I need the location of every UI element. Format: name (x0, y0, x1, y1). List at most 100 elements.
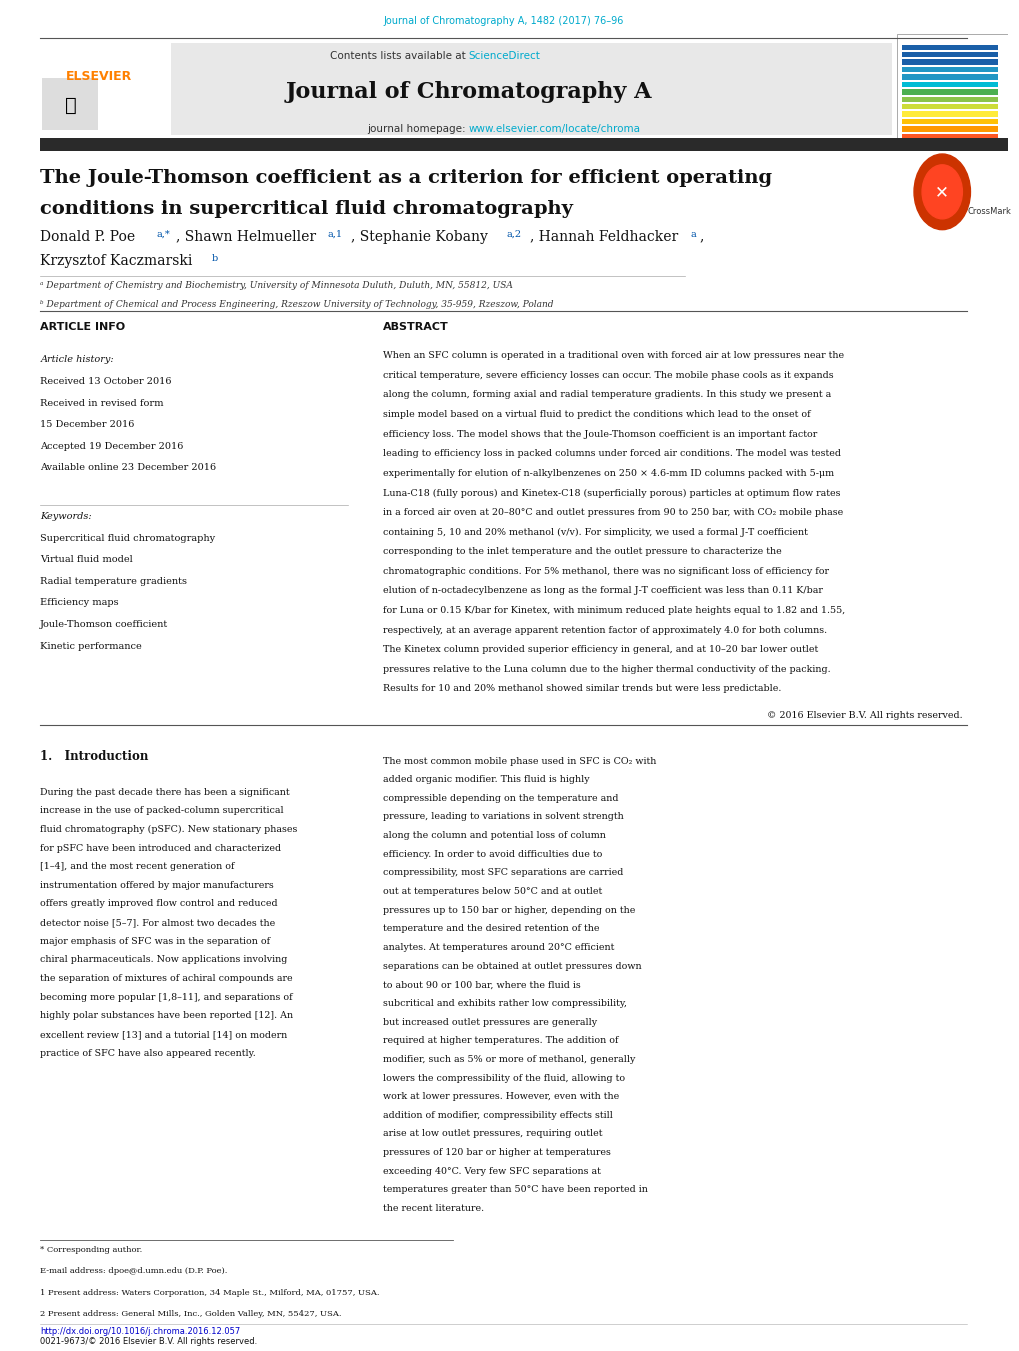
Text: Keywords:: Keywords: (41, 512, 92, 521)
Text: ScienceDirect: ScienceDirect (468, 51, 540, 61)
Text: Krzysztof Kaczmarski: Krzysztof Kaczmarski (41, 254, 193, 267)
Text: efficiency. In order to avoid difficulties due to: efficiency. In order to avoid difficulti… (382, 850, 602, 859)
FancyBboxPatch shape (901, 66, 997, 72)
FancyBboxPatch shape (901, 104, 997, 109)
Text: http://dx.doi.org/10.1016/j.chroma.2016.12.057: http://dx.doi.org/10.1016/j.chroma.2016.… (41, 1327, 240, 1336)
Text: work at lower pressures. However, even with the: work at lower pressures. However, even w… (382, 1092, 619, 1101)
Text: analytes. At temperatures around 20°C efficient: analytes. At temperatures around 20°C ef… (382, 943, 613, 952)
FancyBboxPatch shape (901, 127, 997, 132)
Text: During the past decade there has been a significant: During the past decade there has been a … (41, 788, 289, 797)
Text: 15 December 2016: 15 December 2016 (41, 420, 135, 430)
Text: temperature and the desired retention of the: temperature and the desired retention of… (382, 924, 599, 934)
Text: Contents lists available at: Contents lists available at (329, 51, 468, 61)
Text: 1 Present address: Waters Corporation, 34 Maple St., Milford, MA, 01757, USA.: 1 Present address: Waters Corporation, 3… (41, 1289, 379, 1297)
FancyBboxPatch shape (41, 43, 891, 135)
Text: pressures of 120 bar or higher at temperatures: pressures of 120 bar or higher at temper… (382, 1148, 610, 1156)
Text: ✕: ✕ (934, 182, 949, 201)
Text: experimentally for elution of n-alkylbenzenes on 250 × 4.6-mm ID columns packed : experimentally for elution of n-alkylben… (382, 469, 834, 478)
Text: respectively, at an average apparent retention factor of approximately 4.0 for b: respectively, at an average apparent ret… (382, 626, 826, 635)
Text: www.elsevier.com/locate/chroma: www.elsevier.com/locate/chroma (468, 124, 640, 134)
Text: Journal of Chromatography A: Journal of Chromatography A (285, 81, 651, 103)
Text: major emphasis of SFC was in the separation of: major emphasis of SFC was in the separat… (41, 936, 270, 946)
Text: subcritical and exhibits rather low compressibility,: subcritical and exhibits rather low comp… (382, 998, 627, 1008)
FancyBboxPatch shape (896, 34, 1007, 145)
Text: CrossMark: CrossMark (966, 207, 1010, 216)
Text: separations can be obtained at outlet pressures down: separations can be obtained at outlet pr… (382, 962, 641, 970)
Text: Radial temperature gradients: Radial temperature gradients (41, 577, 187, 586)
Text: E-mail address: dpoe@d.umn.edu (D.P. Poe).: E-mail address: dpoe@d.umn.edu (D.P. Poe… (41, 1267, 227, 1275)
Circle shape (921, 165, 962, 219)
Text: compressible depending on the temperature and: compressible depending on the temperatur… (382, 794, 618, 802)
Text: simple model based on a virtual fluid to predict the conditions which lead to th: simple model based on a virtual fluid to… (382, 411, 810, 419)
FancyBboxPatch shape (901, 81, 997, 86)
Text: out at temperatures below 50°C and at outlet: out at temperatures below 50°C and at ou… (382, 888, 601, 896)
Text: detector noise [5–7]. For almost two decades the: detector noise [5–7]. For almost two dec… (41, 919, 275, 927)
Text: practice of SFC have also appeared recently.: practice of SFC have also appeared recen… (41, 1048, 256, 1058)
Text: Kinetic performance: Kinetic performance (41, 642, 142, 651)
Text: ,: , (699, 230, 703, 243)
Text: exceeding 40°C. Very few SFC separations at: exceeding 40°C. Very few SFC separations… (382, 1167, 600, 1175)
FancyBboxPatch shape (901, 112, 997, 118)
Text: Supercritical fluid chromatography: Supercritical fluid chromatography (41, 534, 215, 543)
Text: efficiency loss. The model shows that the Joule-Thomson coefficient is an import: efficiency loss. The model shows that th… (382, 430, 816, 439)
Text: 🌳: 🌳 (64, 96, 76, 115)
Text: Virtual fluid model: Virtual fluid model (41, 555, 132, 565)
Text: Luna-C18 (fully porous) and Kinetex-C18 (superficially porous) particles at opti: Luna-C18 (fully porous) and Kinetex-C18 … (382, 489, 840, 497)
Text: along the column, forming axial and radial temperature gradients. In this study : along the column, forming axial and radi… (382, 390, 830, 400)
Text: , Shawn Helmueller: , Shawn Helmueller (176, 230, 316, 243)
Text: added organic modifier. This fluid is highly: added organic modifier. This fluid is hi… (382, 775, 589, 784)
Text: the separation of mixtures of achiral compounds are: the separation of mixtures of achiral co… (41, 974, 292, 984)
Text: © 2016 Elsevier B.V. All rights reserved.: © 2016 Elsevier B.V. All rights reserved… (766, 711, 962, 720)
Text: ᵃ Department of Chemistry and Biochemistry, University of Minnesota Duluth, Dulu: ᵃ Department of Chemistry and Biochemist… (41, 281, 513, 290)
Text: Received 13 October 2016: Received 13 October 2016 (41, 377, 171, 386)
Text: becoming more popular [1,8–11], and separations of: becoming more popular [1,8–11], and sepa… (41, 993, 292, 1001)
Text: The Joule-Thomson coefficient as a criterion for efficient operating: The Joule-Thomson coefficient as a crite… (41, 169, 771, 186)
Text: a,*: a,* (156, 230, 170, 239)
Text: , Stephanie Kobany: , Stephanie Kobany (351, 230, 487, 243)
Text: b: b (211, 254, 218, 263)
Text: Accepted 19 December 2016: Accepted 19 December 2016 (41, 442, 183, 451)
Text: ELSEVIER: ELSEVIER (65, 70, 131, 84)
FancyBboxPatch shape (901, 59, 997, 65)
Text: a: a (690, 230, 695, 239)
Text: journal homepage:: journal homepage: (367, 124, 468, 134)
Text: instrumentation offered by major manufacturers: instrumentation offered by major manufac… (41, 881, 274, 890)
Text: fluid chromatography (pSFC). New stationary phases: fluid chromatography (pSFC). New station… (41, 825, 298, 834)
Text: for Luna or 0.15 K/bar for Kinetex, with minimum reduced plate heights equal to : for Luna or 0.15 K/bar for Kinetex, with… (382, 605, 845, 615)
Text: addition of modifier, compressibility effects still: addition of modifier, compressibility ef… (382, 1111, 612, 1120)
Text: conditions in supercritical fluid chromatography: conditions in supercritical fluid chroma… (41, 200, 573, 218)
Text: lowers the compressibility of the fluid, allowing to: lowers the compressibility of the fluid,… (382, 1074, 625, 1082)
Text: Efficiency maps: Efficiency maps (41, 598, 119, 608)
Text: highly polar substances have been reported [12]. An: highly polar substances have been report… (41, 1012, 293, 1020)
Text: * Corresponding author.: * Corresponding author. (41, 1246, 143, 1254)
Text: compressibility, most SFC separations are carried: compressibility, most SFC separations ar… (382, 869, 623, 877)
Text: Article history:: Article history: (41, 355, 114, 365)
FancyBboxPatch shape (901, 134, 997, 139)
Text: excellent review [13] and a tutorial [14] on modern: excellent review [13] and a tutorial [14… (41, 1029, 287, 1039)
Text: required at higher temperatures. The addition of: required at higher temperatures. The add… (382, 1036, 618, 1046)
Text: but increased outlet pressures are generally: but increased outlet pressures are gener… (382, 1017, 596, 1027)
Text: elution of n-octadecylbenzene as long as the formal J-T coefficient was less tha: elution of n-octadecylbenzene as long as… (382, 586, 822, 596)
Text: the recent literature.: the recent literature. (382, 1204, 484, 1213)
Text: Available online 23 December 2016: Available online 23 December 2016 (41, 463, 216, 473)
Text: 0021-9673/© 2016 Elsevier B.V. All rights reserved.: 0021-9673/© 2016 Elsevier B.V. All right… (41, 1337, 258, 1347)
Text: pressures up to 150 bar or higher, depending on the: pressures up to 150 bar or higher, depen… (382, 905, 635, 915)
Text: arise at low outlet pressures, requiring outlet: arise at low outlet pressures, requiring… (382, 1129, 602, 1139)
FancyBboxPatch shape (901, 53, 997, 58)
Text: pressures relative to the Luna column due to the higher thermal conductivity of : pressures relative to the Luna column du… (382, 665, 829, 674)
Text: to about 90 or 100 bar, where the fluid is: to about 90 or 100 bar, where the fluid … (382, 981, 580, 989)
Text: along the column and potential loss of column: along the column and potential loss of c… (382, 831, 605, 840)
Text: critical temperature, severe efficiency losses can occur. The mobile phase cools: critical temperature, severe efficiency … (382, 370, 833, 380)
Text: 1.   Introduction: 1. Introduction (41, 750, 149, 763)
Text: a,2: a,2 (506, 230, 522, 239)
FancyBboxPatch shape (901, 119, 997, 124)
Text: ARTICLE INFO: ARTICLE INFO (41, 322, 125, 331)
Text: ABSTRACT: ABSTRACT (382, 322, 448, 331)
Text: Results for 10 and 20% methanol showed similar trends but were less predictable.: Results for 10 and 20% methanol showed s… (382, 685, 781, 693)
Text: chromatographic conditions. For 5% methanol, there was no significant loss of ef: chromatographic conditions. For 5% metha… (382, 567, 828, 576)
Text: The most common mobile phase used in SFC is CO₂ with: The most common mobile phase used in SFC… (382, 757, 655, 766)
Text: ᵇ Department of Chemical and Process Engineering, Rzeszow University of Technolo: ᵇ Department of Chemical and Process Eng… (41, 300, 553, 309)
Text: Joule-Thomson coefficient: Joule-Thomson coefficient (41, 620, 168, 630)
Text: chiral pharmaceuticals. Now applications involving: chiral pharmaceuticals. Now applications… (41, 955, 287, 965)
Text: increase in the use of packed-column supercritical: increase in the use of packed-column sup… (41, 807, 283, 815)
